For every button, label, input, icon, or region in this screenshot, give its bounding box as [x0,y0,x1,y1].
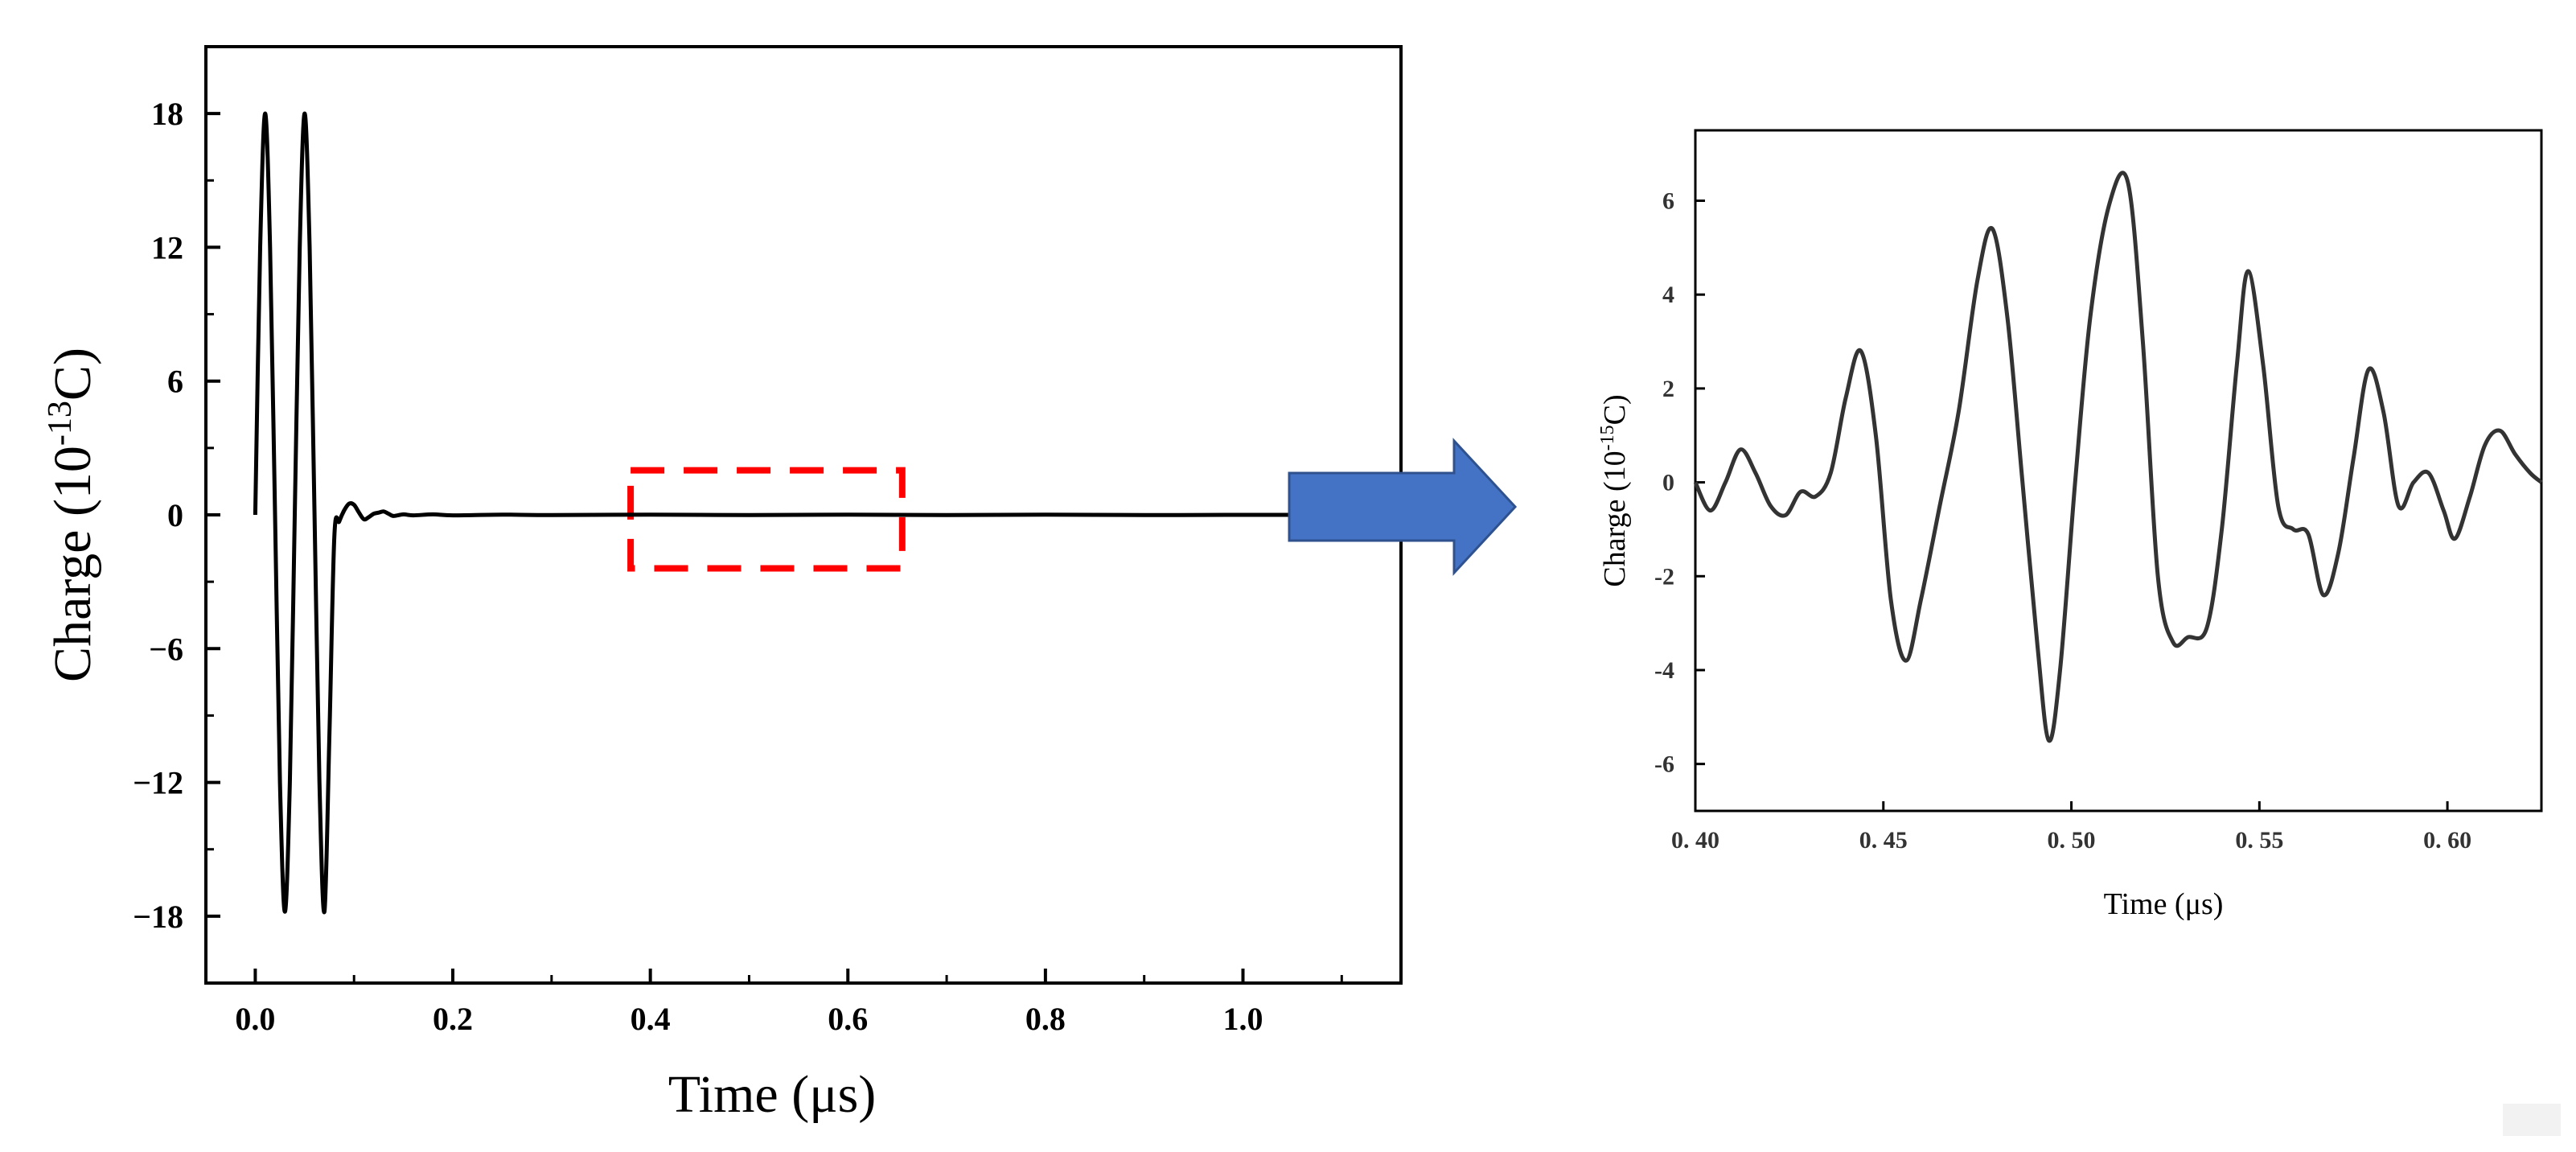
zoom-highlight-box [627,467,906,572]
zoom-y-tick-label: -4 [1654,657,1674,684]
zoom-y-axis-title-prefix: Charge (10 [1598,451,1632,586]
zoom-x-tick-label: 0. 50 [2048,827,2096,854]
main-y-tick-label: 0 [167,497,183,533]
main-x-tick-label: 0.2 [433,1001,473,1037]
zoom-arrow [1288,438,1518,576]
zoom-y-tick-label: 4 [1662,282,1674,308]
main-chart: 18 12 6 0 −6 −12 −18 0.0 0.2 0.4 0.6 0.8 1.0 Time (… [42,45,1403,1124]
zoom-x-tick-label: 0. 60 [2423,827,2471,854]
zoom-y-axis-title-suffix: C) [1598,394,1632,425]
zoom-y-tick-label: -6 [1654,751,1674,778]
zoom-x-tick-label: 0. 45 [1859,827,1908,854]
zoom-plot-frame [1694,129,2543,813]
main-y-tick-label: 18 [151,96,183,132]
main-x-tick-label: 1.0 [1223,1001,1263,1037]
zoom-y-tick-label: 6 [1662,188,1674,215]
corner-mark [2503,1104,2561,1136]
main-y-tick-label: −12 [133,765,183,801]
zoom-x-axis-title: Time (μs) [2104,887,2224,921]
main-x-axis: 0.0 0.2 0.4 0.6 0.8 1.0 [235,969,1343,1037]
main-y-axis-title-exponent: -13 [42,401,79,446]
main-y-axis-title-suffix: C) [43,348,102,401]
main-y-tick-label: 6 [167,364,183,400]
main-series-line [253,111,1292,915]
main-y-tick-label: −6 [149,631,183,667]
main-x-tick-label: 0.8 [1025,1001,1066,1037]
zoom-y-axis: 6 4 2 0 -2 -4 -6 [1654,188,1705,778]
zoom-y-axis-title: Charge (10-15C) [1597,394,1632,586]
zoom-chart: 6 4 2 0 -2 -4 -6 0. 40 0. 45 0. 50 0. 55 0. 60 Tim… [1597,129,2543,921]
zoom-y-tick-label: 2 [1662,376,1674,402]
zoom-y-axis-title-exponent: -15 [1597,425,1618,451]
zoom-x-axis: 0. 40 0. 45 0. 50 0. 55 0. 60 [1671,801,2471,854]
zoom-x-tick-label: 0. 40 [1671,827,1719,854]
main-x-tick-label: 0.4 [631,1001,671,1037]
main-y-tick-label: −18 [133,899,183,935]
main-y-tick-label: 12 [151,229,183,265]
zoom-y-tick-label: -2 [1654,563,1674,590]
main-y-axis: 18 12 6 0 −6 −12 −18 [133,96,220,935]
main-x-axis-title: Time (μs) [668,1065,877,1124]
zoom-series-line [1693,171,2543,743]
main-x-tick-label: 0.6 [828,1001,868,1037]
main-x-tick-label: 0.0 [235,1001,275,1037]
main-y-axis-title: Charge (10-13C) [42,348,102,682]
zoom-x-tick-label: 0. 55 [2235,827,2283,854]
main-y-axis-title-prefix: Charge (10 [43,446,102,682]
zoom-y-tick-label: 0 [1662,470,1674,496]
